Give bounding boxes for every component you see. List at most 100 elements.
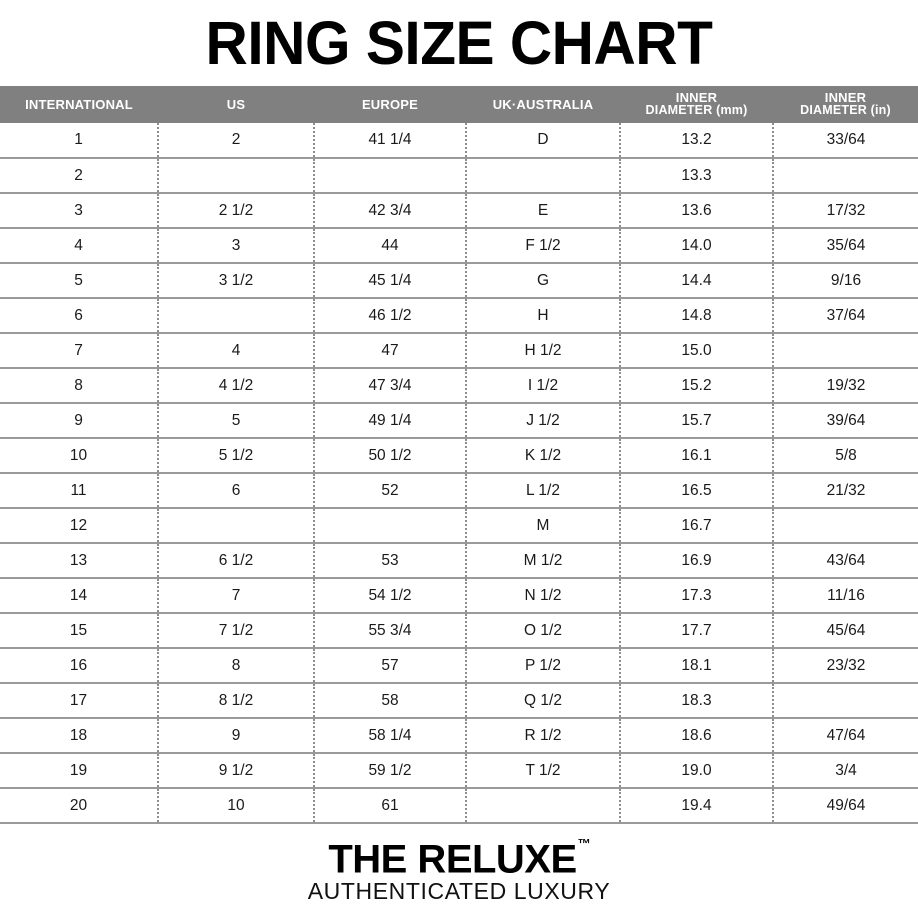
cell-international: 3 [0, 193, 159, 229]
cell-uk_australia: F 1/2 [466, 228, 621, 264]
column-header-us: US [158, 86, 314, 123]
cell-us: 6 1/2 [158, 543, 315, 579]
cell-inner_diameter_in: 19/32 [773, 368, 918, 404]
cell-international: 6 [0, 298, 159, 334]
column-header-international: INTERNATIONAL [0, 86, 158, 123]
column-header-label: INNER [824, 90, 867, 105]
cell-europe: 41 1/4 [314, 123, 467, 159]
cell-inner_diameter_mm: 13.6 [620, 193, 774, 229]
cell-europe [314, 508, 467, 544]
cell-us [158, 298, 315, 334]
cell-europe: 58 1/4 [314, 718, 467, 754]
cell-europe: 53 [314, 543, 467, 579]
table-row: 12 M 16.7 [0, 508, 918, 544]
cell-inner_diameter_mm: 14.8 [620, 298, 774, 334]
table-row: 10 5 1/2 50 1/2 K 1/2 16.1 5/8 [0, 438, 918, 474]
cell-inner_diameter_mm: 19.4 [620, 788, 774, 824]
table-row: 17 8 1/2 58 Q 1/2 18.3 [0, 683, 918, 719]
column-header-label: INNER [675, 90, 718, 105]
brand-tagline: AUTHENTICATED LUXURY [307, 878, 611, 905]
cell-inner_diameter_in [773, 683, 918, 719]
table-row: 16 8 57 P 1/2 18.1 23/32 [0, 648, 918, 684]
cell-inner_diameter_in [773, 158, 918, 194]
cell-us: 2 [158, 123, 315, 159]
title-container: RING SIZE CHART [0, 0, 918, 86]
cell-international: 2 [0, 158, 159, 194]
ring-size-table: INTERNATIONAL US EUROPE UK·AUSTRALIA INNER DI… [0, 86, 918, 824]
cell-inner_diameter_mm: 16.7 [620, 508, 774, 544]
cell-uk_australia: J 1/2 [466, 403, 621, 439]
column-header-label: EUROPE [361, 96, 419, 112]
cell-inner_diameter_in: 47/64 [773, 718, 918, 754]
cell-inner_diameter_mm: 18.6 [620, 718, 774, 754]
cell-inner_diameter_in: 43/64 [773, 543, 918, 579]
cell-inner_diameter_in: 23/32 [773, 648, 918, 684]
cell-inner_diameter_in: 11/16 [773, 578, 918, 614]
cell-us: 9 [158, 718, 315, 754]
cell-uk_australia: P 1/2 [466, 648, 621, 684]
cell-inner_diameter_in: 35/64 [773, 228, 918, 264]
cell-us: 9 1/2 [158, 753, 315, 789]
cell-inner_diameter_in: 49/64 [773, 788, 918, 824]
cell-europe: 50 1/2 [314, 438, 467, 474]
cell-europe [314, 158, 467, 194]
cell-international: 12 [0, 508, 159, 544]
cell-europe: 52 [314, 473, 467, 509]
cell-uk_australia: T 1/2 [466, 753, 621, 789]
cell-us: 2 1/2 [158, 193, 315, 229]
cell-inner_diameter_in: 37/64 [773, 298, 918, 334]
table-row: 7 4 47 H 1/2 15.0 [0, 333, 918, 369]
cell-inner_diameter_in: 3/4 [773, 753, 918, 789]
table-row: 4 3 44 F 1/2 14.0 35/64 [0, 228, 918, 264]
cell-us: 10 [158, 788, 315, 824]
column-header-label-line2: DIAMETER (in) [800, 103, 891, 117]
cell-uk_australia: L 1/2 [466, 473, 621, 509]
cell-international: 4 [0, 228, 159, 264]
cell-inner_diameter_mm: 14.4 [620, 263, 774, 299]
cell-international: 20 [0, 788, 159, 824]
cell-inner_diameter_in: 5/8 [773, 438, 918, 474]
table-body: 1 2 41 1/4 D 13.2 33/64 2 13.3 3 2 1/2 42 3/4 E 13.6… [0, 123, 918, 824]
cell-uk_australia: E [466, 193, 621, 229]
table-row: 11 6 52 L 1/2 16.5 21/32 [0, 473, 918, 509]
cell-us: 6 [158, 473, 315, 509]
cell-inner_diameter_in: 39/64 [773, 403, 918, 439]
table-header: INTERNATIONAL US EUROPE UK·AUSTRALIA INNER DI… [0, 86, 918, 123]
cell-international: 17 [0, 683, 159, 719]
column-header-inner_diameter_in: INNER DIAMETER (in) [773, 86, 918, 123]
cell-international: 14 [0, 578, 159, 614]
cell-uk_australia: M 1/2 [466, 543, 621, 579]
cell-inner_diameter_in [773, 508, 918, 544]
cell-europe: 42 3/4 [314, 193, 467, 229]
cell-international: 5 [0, 263, 159, 299]
column-header-label: US [226, 96, 246, 112]
cell-europe: 59 1/2 [314, 753, 467, 789]
cell-inner_diameter_in [773, 333, 918, 369]
brand-text: THE RELUXE [328, 837, 577, 882]
table-header-row: INTERNATIONAL US EUROPE UK·AUSTRALIA INNER DI… [0, 86, 918, 123]
cell-inner_diameter_mm: 15.0 [620, 333, 774, 369]
cell-inner_diameter_in: 21/32 [773, 473, 918, 509]
cell-us [158, 508, 315, 544]
cell-europe: 47 3/4 [314, 368, 467, 404]
cell-international: 15 [0, 613, 159, 649]
cell-europe: 44 [314, 228, 467, 264]
cell-us: 8 [158, 648, 315, 684]
cell-uk_australia: M [466, 508, 621, 544]
page-title: RING SIZE CHART [205, 8, 713, 77]
cell-inner_diameter_in: 17/32 [773, 193, 918, 229]
cell-international: 13 [0, 543, 159, 579]
cell-europe: 46 1/2 [314, 298, 467, 334]
cell-europe: 57 [314, 648, 467, 684]
table-row: 18 9 58 1/4 R 1/2 18.6 47/64 [0, 718, 918, 754]
cell-us: 3 1/2 [158, 263, 315, 299]
cell-uk_australia: H [466, 298, 621, 334]
cell-uk_australia: N 1/2 [466, 578, 621, 614]
cell-us [158, 158, 315, 194]
cell-inner_diameter_mm: 15.2 [620, 368, 774, 404]
cell-uk_australia [466, 158, 621, 194]
footer: THE RELUXE™ AUTHENTICATED LUXURY WWW.THE… [0, 824, 918, 918]
